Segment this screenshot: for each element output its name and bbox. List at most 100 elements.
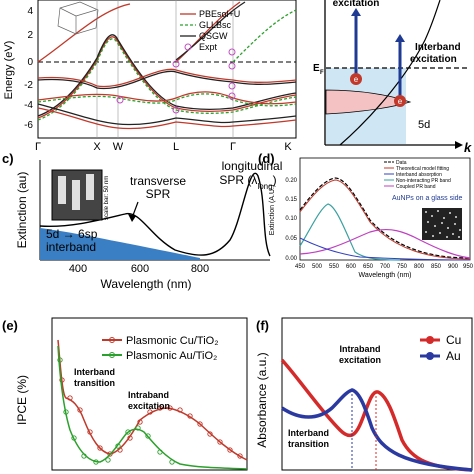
nanorod <box>86 174 94 200</box>
legend-label: Data <box>396 160 407 166</box>
panel-f: (f) Cu Au Intraband excitation Interband… <box>255 317 473 472</box>
legend-swatch <box>426 336 434 344</box>
ef-sub-label: F <box>320 70 324 76</box>
x-axis-label: Wavelength (nm) <box>101 277 192 291</box>
x-tick-label: 850 <box>431 264 442 270</box>
scale-bar-label: scale bar: 50 nm <box>104 176 110 220</box>
excitation-label: excitation <box>333 0 380 9</box>
y-tick-label: -2 <box>24 80 33 91</box>
expt-point <box>228 62 236 70</box>
x-tick-label: 400 <box>69 263 87 275</box>
y-axis-label: Energy (eV) <box>3 41 15 100</box>
x-tick-label: 550 <box>329 264 340 270</box>
y-tick-label: 0.20 <box>285 178 297 184</box>
y-tick-label: 0 <box>27 57 33 68</box>
y-tick-label: 0.10 <box>285 216 297 222</box>
arrow-head <box>395 34 405 42</box>
svg-text:e: e <box>354 75 359 84</box>
au-curve <box>57 345 248 470</box>
legend-label: Coupled PR band <box>396 184 436 190</box>
arrow-head <box>128 214 136 222</box>
band-gllbsc <box>232 9 297 63</box>
panel-c: c) scale bar: 50 nm transverse SPR longi… <box>2 151 282 291</box>
expt-point <box>116 96 124 104</box>
transverse-label: transverse <box>130 174 186 188</box>
band-pbesol <box>37 3 131 63</box>
annotation: excitation <box>339 355 381 365</box>
y-axis-label: Extinction (au) <box>15 172 29 249</box>
expt-point <box>228 82 236 90</box>
x-tick-label: L <box>173 141 179 153</box>
legend-swatch <box>109 352 115 358</box>
panel-f-frame <box>281 317 473 471</box>
band-pbesol <box>175 1 241 63</box>
x-tick-label: 650 <box>363 264 374 270</box>
dispersion-curve <box>339 0 441 146</box>
panel-letter: (d) <box>258 151 275 166</box>
legend-label: PBEsol+U <box>199 9 240 19</box>
panel-letter: c) <box>2 151 14 166</box>
x-tick-label: W <box>113 141 124 153</box>
y-tick-label: -4 <box>24 100 33 111</box>
panel-a-frame <box>37 0 297 139</box>
interband-label: Interband <box>415 42 461 53</box>
legend-label: Plasmonic Cu/TiO₂ <box>126 335 219 347</box>
legend-label: QSGW <box>199 31 228 41</box>
legend-swatch <box>426 352 434 360</box>
nanoparticle-dots <box>425 210 461 238</box>
x-tick-label: Γ <box>35 141 41 153</box>
panel-e-frame <box>51 317 248 471</box>
x-tick-label: X <box>93 141 101 153</box>
band-pbesol <box>37 107 297 130</box>
noninteracting-band-curve <box>299 203 401 261</box>
x-tick-label: 800 <box>191 263 209 275</box>
expt-point <box>228 48 236 56</box>
d-band-label: 5d <box>418 119 430 131</box>
transverse-label: SPR <box>146 187 171 201</box>
electron-dot <box>350 73 362 85</box>
band-gllbsc <box>37 38 297 121</box>
nanorod <box>72 180 80 210</box>
x-tick-label: 600 <box>131 263 149 275</box>
longitudinal-label: SPR (λlong) <box>219 173 276 191</box>
panel-letter: (e) <box>2 318 18 333</box>
annotation: transition <box>288 439 329 449</box>
interband-curve <box>299 237 471 261</box>
legend-label: Cu <box>446 333 461 347</box>
longitudinal-label: longitudinal <box>222 159 283 173</box>
expt-point <box>172 60 180 68</box>
annotation: Interband <box>288 428 329 438</box>
interband-label: 5d → 6sp <box>46 227 98 241</box>
legend-swatch <box>184 43 192 51</box>
arrow-head <box>351 8 361 16</box>
au-curve <box>281 388 473 472</box>
legend-label: Interband absorption <box>396 172 442 178</box>
legend-label: GLLBsc <box>199 20 232 30</box>
y-axis-label: Extinction (A.U.) <box>269 185 276 236</box>
legend-d: Data Theoretical model fitting Interband… <box>384 160 451 190</box>
extinction-curve <box>39 172 271 257</box>
annotation: Intraband <box>128 390 169 400</box>
x-tick-label: 800 <box>414 264 425 270</box>
x-tick-label: 500 <box>312 264 323 270</box>
expt-point <box>228 92 236 100</box>
annotation: excitation <box>128 401 170 411</box>
annotation: transition <box>74 378 115 388</box>
legend-label: Plasmonic Au/TiO₂ <box>126 350 217 362</box>
y-tick-label: 0.15 <box>285 197 297 203</box>
y-axis-label: IPCE (%) <box>15 375 29 425</box>
legend-label: Theoretical model fitting <box>396 166 449 172</box>
ef-label: E <box>313 63 320 74</box>
brillouin-zone-icon <box>57 1 99 35</box>
interband-label: excitation <box>410 54 457 65</box>
x-tick-label: 450 <box>295 264 306 270</box>
coupled-band-curve <box>299 228 471 259</box>
y-tick-label: 4 <box>27 6 33 17</box>
legend-swatch <box>109 337 115 343</box>
band-pbesol <box>37 68 297 88</box>
y-tick-label: 2 <box>27 30 33 41</box>
panel-d: (d) Data Theoretical model fitting Inter… <box>258 151 474 279</box>
band-gllbsc <box>37 93 297 107</box>
y-tick-label: 0.00 <box>285 256 297 262</box>
